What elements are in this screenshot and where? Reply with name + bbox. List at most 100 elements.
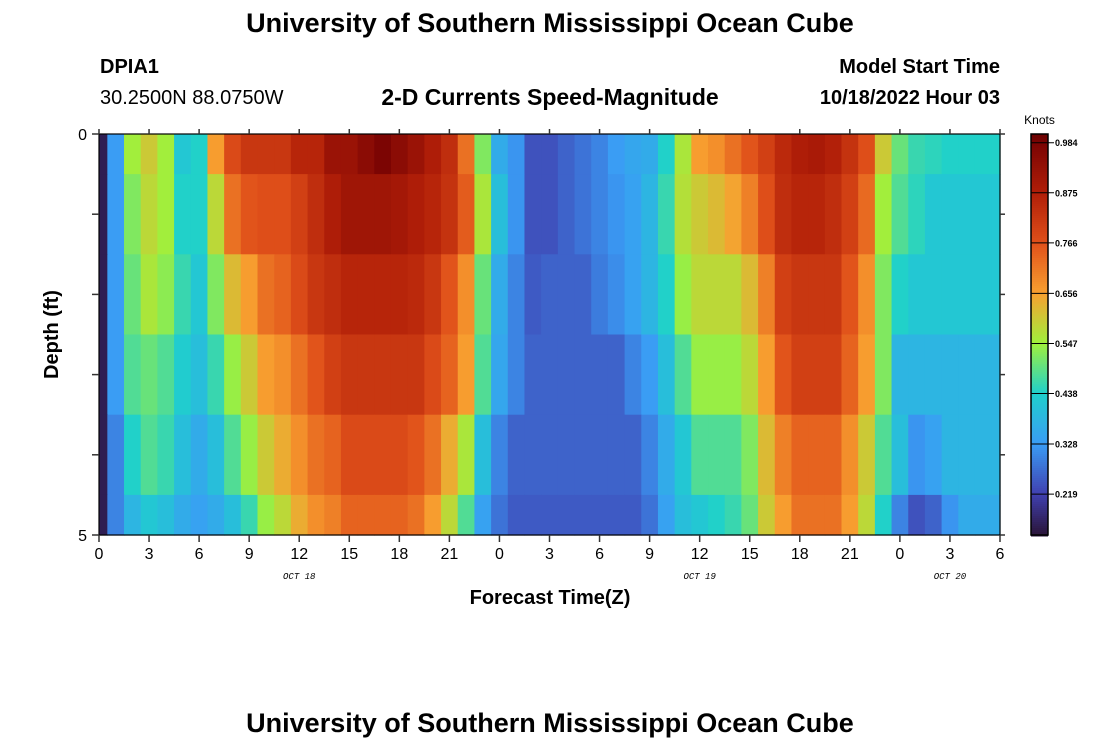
- heatmap-cell: [824, 334, 843, 416]
- heatmap-cell: [908, 414, 926, 496]
- colorbar-segment: [1031, 488, 1048, 491]
- heatmap-cell: [457, 134, 476, 175]
- heatmap-cell: [724, 414, 742, 496]
- heatmap-cell: [958, 334, 976, 416]
- heatmap-cell: [491, 334, 509, 416]
- colorbar-segment: [1031, 172, 1048, 175]
- heatmap-cell: [190, 254, 209, 336]
- colorbar-tick-label: 0.219: [1055, 490, 1078, 500]
- heatmap-cell: [591, 134, 609, 175]
- colorbar-segment: [1031, 336, 1048, 339]
- heatmap-cell: [908, 494, 926, 536]
- heatmap-cell: [157, 334, 175, 416]
- heatmap-cell: [858, 134, 876, 175]
- heatmap-cell: [858, 494, 876, 536]
- heatmap-cell: [741, 494, 759, 536]
- heatmap-cell: [541, 494, 559, 536]
- heatmap-cell: [324, 174, 342, 255]
- heatmap-cell: [290, 174, 309, 255]
- heatmap-cell: [441, 334, 459, 416]
- heatmap-cell: [424, 254, 442, 336]
- colorbar-segment: [1031, 268, 1048, 271]
- colorbar-segment: [1031, 470, 1048, 473]
- heatmap-cell: [441, 254, 459, 336]
- colorbar-segment: [1031, 186, 1048, 189]
- colorbar-segment: [1031, 350, 1048, 353]
- colorbar-segment: [1031, 374, 1048, 377]
- heatmap-cell: [99, 334, 108, 416]
- heatmap-cell: [174, 174, 192, 255]
- colorbar-segment: [1031, 272, 1048, 275]
- colorbar-segment: [1031, 384, 1048, 387]
- heatmap-cell: [424, 174, 442, 255]
- heatmap-cell: [674, 174, 692, 255]
- heatmap-cell: [140, 414, 158, 496]
- colorbar-segment: [1031, 406, 1048, 409]
- heatmap-cell: [674, 134, 692, 175]
- heatmap-cell: [524, 134, 542, 175]
- colorbar-segment: [1031, 326, 1048, 329]
- x-tick-label: 3: [145, 546, 154, 563]
- colorbar-segment: [1031, 354, 1048, 357]
- heatmap-cell: [124, 414, 142, 496]
- colorbar-segment: [1031, 236, 1048, 239]
- colorbar-tick-label: 0.656: [1055, 289, 1078, 299]
- heatmap-cell: [591, 334, 609, 416]
- colorbar-tick-label: 0.984: [1055, 138, 1078, 148]
- colorbar-segment: [1031, 468, 1048, 471]
- colorbar-segment: [1031, 264, 1048, 267]
- heatmap-cell: [891, 174, 909, 255]
- colorbar-segment: [1031, 430, 1048, 433]
- heatmap-cell: [457, 254, 476, 336]
- heatmap-cell: [758, 414, 776, 496]
- heatmap-cell: [340, 254, 359, 336]
- heatmap-cell: [340, 134, 359, 175]
- heatmap-cell: [624, 174, 642, 255]
- heatmap-cell: [958, 134, 976, 175]
- colorbar-segment: [1031, 370, 1048, 373]
- heatmap-cell: [691, 334, 709, 416]
- colorbar-segment: [1031, 256, 1048, 259]
- heatmap-cell: [908, 254, 926, 336]
- heatmap-cell: [524, 334, 542, 416]
- colorbar-segment: [1031, 282, 1048, 285]
- colorbar-segment: [1031, 432, 1048, 435]
- heatmap-cell: [657, 174, 676, 255]
- heatmap-cell: [574, 494, 592, 536]
- colorbar-segment: [1031, 480, 1048, 483]
- colorbar-segment: [1031, 214, 1048, 217]
- heatmap-cell: [307, 134, 325, 175]
- colorbar-segment: [1031, 378, 1048, 381]
- colorbar-segment: [1031, 500, 1048, 503]
- colorbar-segment: [1031, 154, 1048, 157]
- heatmap-cell: [858, 414, 876, 496]
- colorbar-segment: [1031, 228, 1048, 231]
- heatmap-cell: [541, 174, 559, 255]
- heatmap-cell: [841, 494, 859, 536]
- colorbar-segment: [1031, 394, 1048, 397]
- colorbar-segment: [1031, 522, 1048, 525]
- colorbar-segment: [1031, 234, 1048, 237]
- colorbar-segment: [1031, 424, 1048, 427]
- heatmap-cell: [174, 414, 192, 496]
- heatmap-cell: [708, 414, 726, 496]
- heatmap-cell: [774, 134, 793, 175]
- colorbar-segment: [1031, 222, 1048, 225]
- heatmap-cell: [724, 134, 742, 175]
- colorbar-tick-label: 0.328: [1055, 440, 1078, 450]
- heatmap-cell: [724, 174, 742, 255]
- heatmap-cell: [741, 174, 759, 255]
- colorbar-segment: [1031, 510, 1048, 513]
- colorbar-segment: [1031, 198, 1048, 201]
- colorbar-segment: [1031, 274, 1048, 277]
- colorbar-segment: [1031, 346, 1048, 349]
- heatmap-cell: [774, 414, 793, 496]
- heatmap-cell: [390, 134, 409, 175]
- heatmap-cell: [124, 334, 142, 416]
- colorbar-segment: [1031, 188, 1048, 191]
- heatmap-cell: [340, 414, 359, 496]
- colorbar-segment: [1031, 206, 1048, 209]
- colorbar-segment: [1031, 322, 1048, 325]
- heatmap-cell: [207, 414, 225, 496]
- heatmap-cell: [474, 134, 492, 175]
